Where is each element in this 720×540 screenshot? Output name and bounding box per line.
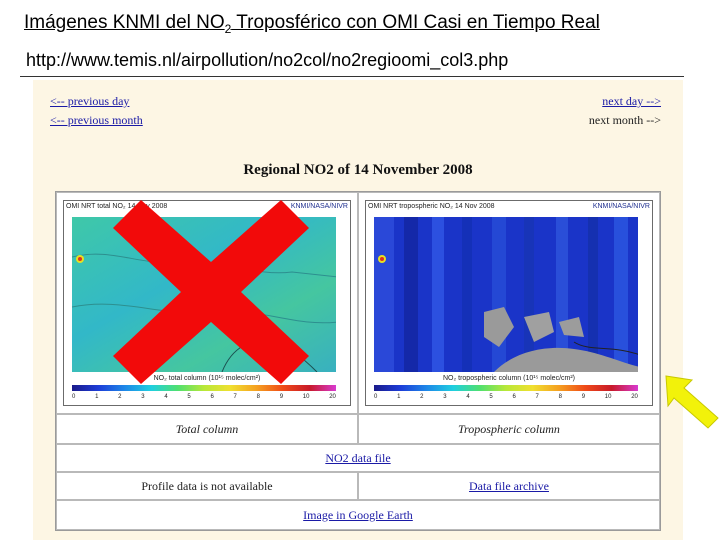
scale-tick: 6 bbox=[210, 394, 214, 400]
data-file-cell: NO2 data file bbox=[56, 444, 660, 472]
no2-data-file-link[interactable]: NO2 data file bbox=[325, 450, 391, 465]
scale-tick: 20 bbox=[329, 394, 336, 400]
scale-tick: 9 bbox=[581, 394, 586, 400]
archive-cell: Data file archive bbox=[358, 472, 660, 500]
scale-tick: 10 bbox=[302, 394, 310, 400]
tropo-map-header: OMI NRT tropospheric NO₂ 14 Nov 2008 KNM… bbox=[368, 203, 650, 214]
scale-tick: 0 bbox=[72, 394, 76, 400]
scale-tick: 2 bbox=[118, 394, 122, 400]
scale-tick: 1 bbox=[397, 394, 401, 400]
scale-tick: 3 bbox=[443, 394, 447, 400]
scale-tick: 3 bbox=[141, 394, 145, 400]
total-colorbar-ticks: 0 1 2 3 4 5 6 7 8 9 10 20 bbox=[72, 394, 336, 400]
url-underline bbox=[20, 76, 684, 77]
prev-day-link[interactable]: <-- previous day bbox=[50, 94, 130, 108]
slide-title-prefix: Imágenes KNMI del NO bbox=[24, 12, 225, 33]
total-map-header: OMI NRT total NO₂ 14 Nov 2008 KNMI/NASA/… bbox=[66, 203, 348, 214]
scale-tick: 20 bbox=[631, 394, 638, 400]
google-earth-cell: Image in Google Earth bbox=[56, 500, 660, 530]
total-column-label: Total column bbox=[56, 414, 358, 444]
scale-tick: 4 bbox=[164, 394, 168, 400]
slide-title: Imágenes KNMI del NO2 Troposférico con O… bbox=[24, 12, 600, 36]
tropo-map-caption: NO₂ tropospheric column (10¹⁵ molec/cm²) bbox=[442, 375, 576, 382]
scale-tick: 9 bbox=[279, 394, 284, 400]
scale-tick: 1 bbox=[95, 394, 99, 400]
page-heading: Regional NO2 of 14 November 2008 bbox=[243, 162, 473, 178]
profile-unavailable-text: Profile data is not available bbox=[56, 472, 358, 500]
scale-tick: 8 bbox=[558, 394, 562, 400]
scale-tick: 0 bbox=[374, 394, 378, 400]
next-month-text: next month --> bbox=[588, 113, 661, 127]
slide-title-suffix: Troposférico con OMI Casi en Tiempo Real bbox=[231, 12, 600, 33]
tropo-colorbar-ticks: 0 1 2 3 4 5 6 7 8 9 10 20 bbox=[374, 394, 638, 400]
total-map-title: OMI NRT total NO₂ 14 Nov 2008 bbox=[66, 203, 168, 210]
google-earth-link[interactable]: Image in Google Earth bbox=[303, 507, 413, 522]
total-map-credit: KNMI/NASA/NIVR bbox=[290, 203, 348, 210]
next-day-link[interactable]: next day --> bbox=[602, 94, 661, 108]
tropo-map-graphic bbox=[374, 217, 638, 372]
scale-tick: 6 bbox=[512, 394, 516, 400]
scale-tick: 5 bbox=[187, 394, 191, 400]
slide-title-subscript: 2 bbox=[224, 21, 232, 36]
tropo-colorbar bbox=[374, 385, 638, 391]
tropospheric-column-label: Tropospheric column bbox=[358, 414, 660, 444]
scale-tick: 5 bbox=[489, 394, 493, 400]
scale-tick: 8 bbox=[256, 394, 260, 400]
tropo-map-image bbox=[374, 217, 638, 372]
prev-month-link[interactable]: <-- previous month bbox=[50, 113, 143, 127]
scale-tick: 7 bbox=[233, 394, 237, 400]
total-map-caption: NO₂ total column (10¹⁵ molec/cm²) bbox=[153, 375, 261, 382]
yellow-arrow-icon bbox=[665, 375, 719, 429]
scale-tick: 4 bbox=[466, 394, 470, 400]
tropo-map-title: OMI NRT tropospheric NO₂ 14 Nov 2008 bbox=[368, 203, 495, 210]
red-x-cross-icon bbox=[113, 200, 309, 384]
tropo-map-credit: KNMI/NASA/NIVR bbox=[592, 203, 650, 210]
scale-tick: 7 bbox=[535, 394, 539, 400]
tropo-no2-map[interactable]: OMI NRT tropospheric NO₂ 14 Nov 2008 KNM… bbox=[365, 200, 653, 406]
data-file-archive-link[interactable]: Data file archive bbox=[469, 478, 549, 493]
scale-tick: 2 bbox=[420, 394, 424, 400]
scale-tick: 10 bbox=[604, 394, 612, 400]
slide-url: http://www.temis.nl/airpollution/no2col/… bbox=[26, 50, 509, 70]
total-colorbar bbox=[72, 385, 336, 391]
